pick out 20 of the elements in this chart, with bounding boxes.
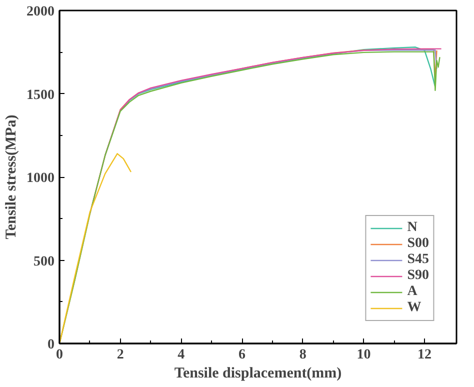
x-tick-label: 6 bbox=[238, 348, 246, 362]
legend-label: S45 bbox=[407, 252, 429, 268]
x-tick-label: 12 bbox=[418, 348, 432, 362]
legend-label: S00 bbox=[407, 236, 429, 252]
legend-label: S90 bbox=[407, 268, 429, 284]
y-tick-label: 500 bbox=[34, 254, 54, 270]
y-tick-label: 1000 bbox=[26, 171, 54, 186]
x-tick-label: 10 bbox=[356, 348, 371, 362]
x-tick-label: 2 bbox=[116, 348, 124, 362]
x-tick-label: 8 bbox=[299, 348, 306, 362]
x-tick-label: 4 bbox=[178, 348, 185, 362]
y-tick-label: 0 bbox=[48, 338, 54, 352]
line-series bbox=[60, 153, 132, 344]
legend-label: W bbox=[407, 300, 422, 316]
y-axis-title: Tensile stress(MPa) bbox=[4, 114, 20, 240]
x-axis-title: Tensile displacement(mm) bbox=[174, 366, 342, 382]
y-tick-label: 2000 bbox=[26, 4, 54, 20]
y-tick-label: 1500 bbox=[26, 88, 54, 103]
legend-label: N bbox=[407, 220, 418, 236]
legend-label: A bbox=[407, 284, 418, 300]
